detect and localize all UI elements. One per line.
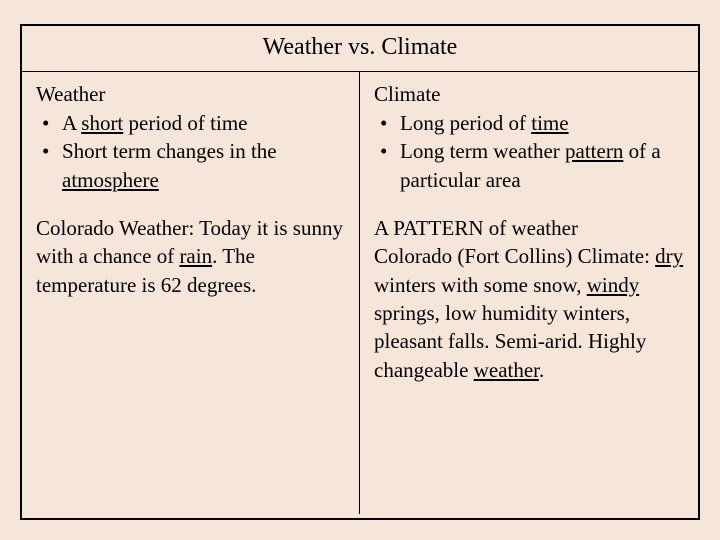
comparison-table: Weather vs. Climate Weather A short peri… — [20, 24, 700, 520]
weather-column: Weather A short period of time Short ter… — [22, 72, 360, 514]
underlined-text: dry — [655, 244, 683, 268]
underlined-text: rain — [179, 244, 212, 268]
underlined-text: time — [531, 111, 568, 135]
climate-example: A PATTERN of weather Colorado (Fort Coll… — [374, 214, 684, 384]
text: Long term weather — [400, 139, 565, 163]
underlined-text: pattern — [565, 139, 623, 163]
text: Long period of — [400, 111, 531, 135]
table-title: Weather vs. Climate — [22, 26, 698, 72]
list-item: Long period of time — [374, 109, 684, 137]
underlined-text: windy — [587, 273, 640, 297]
text: Short term changes in the — [62, 139, 277, 163]
list-item: Long term weather pattern of a particula… — [374, 137, 684, 194]
text: A — [62, 111, 81, 135]
text: . — [539, 358, 544, 382]
underlined-text: short — [81, 111, 123, 135]
underlined-text: weather — [474, 358, 539, 382]
columns-wrapper: Weather A short period of time Short ter… — [22, 72, 698, 514]
list-item: Short term changes in the atmosphere — [36, 137, 345, 194]
list-item: A short period of time — [36, 109, 345, 137]
text: A PATTERN of weather — [374, 216, 578, 240]
climate-heading: Climate — [374, 82, 684, 107]
climate-column: Climate Long period of time Long term we… — [360, 72, 698, 514]
text: winters with some snow, — [374, 273, 587, 297]
weather-example: Colorado Weather: Today it is sunny with… — [36, 214, 345, 299]
underlined-text: atmosphere — [62, 168, 159, 192]
weather-bullets: A short period of time Short term change… — [36, 109, 345, 194]
climate-bullets: Long period of time Long term weather pa… — [374, 109, 684, 194]
text: period of time — [123, 111, 247, 135]
weather-heading: Weather — [36, 82, 345, 107]
text: Colorado (Fort Collins) Climate: — [374, 244, 655, 268]
